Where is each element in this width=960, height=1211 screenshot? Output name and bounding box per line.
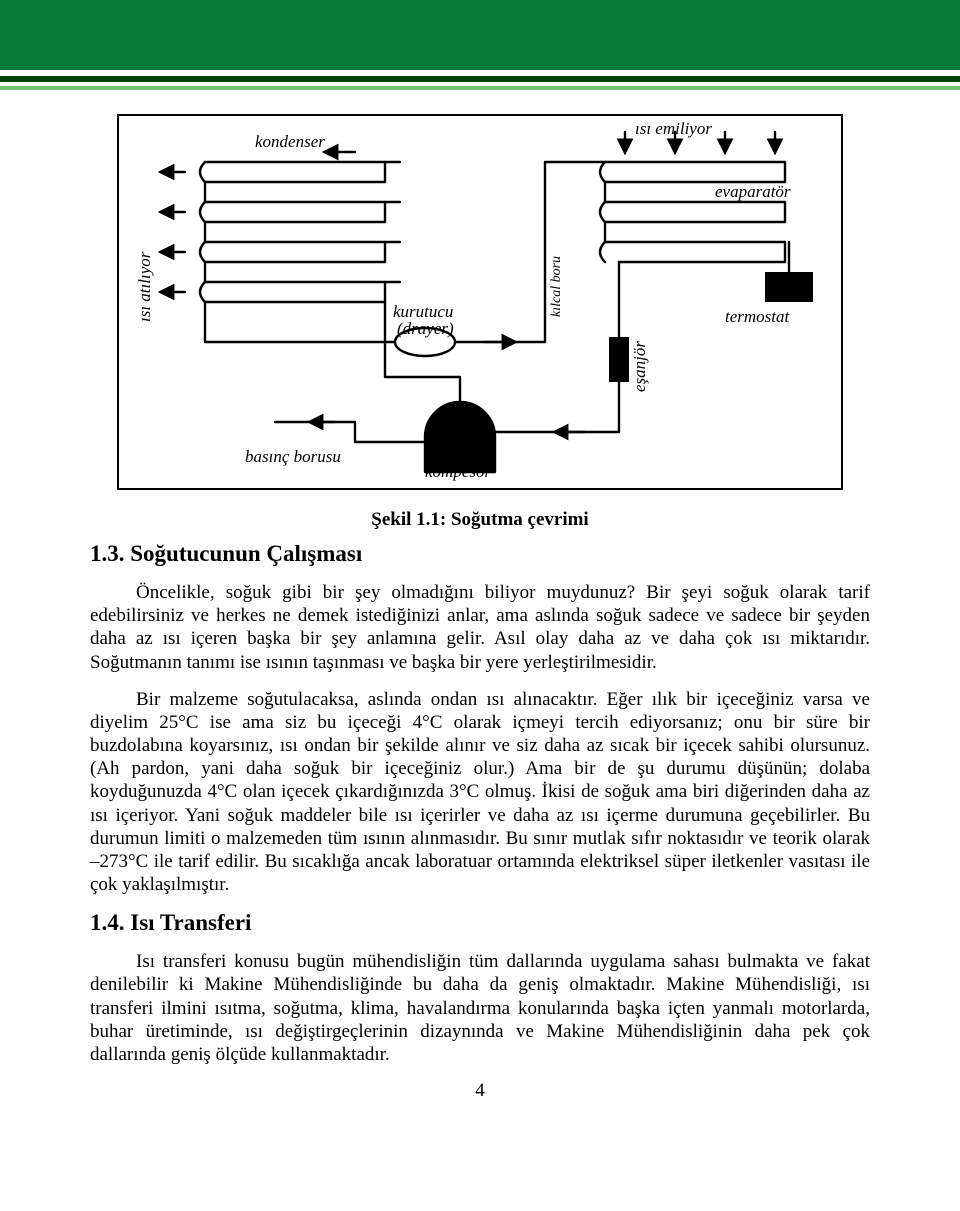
figure-caption: Şekil 1.1: Soğutma çevrimi: [90, 509, 870, 531]
figure-container: kondenser ısı atılıyor ısı emiliyor evap…: [90, 114, 870, 495]
page-number: 4: [90, 1080, 870, 1102]
label-isi-emiliyor: ısı emiliyor: [635, 122, 712, 138]
label-kilcal-boru: kılcal boru: [549, 256, 564, 317]
label-termostat: termostat: [725, 307, 791, 326]
label-kondenser: kondenser: [255, 132, 325, 151]
label-esanjor: eşanjör: [630, 341, 649, 392]
page-content: kondenser ısı atılıyor ısı emiliyor evap…: [0, 90, 960, 1132]
section-1-3-para-2: Bir malzeme soğutulacaksa, aslında ondan…: [90, 688, 870, 897]
refrigeration-cycle-diagram: kondenser ısı atılıyor ısı emiliyor evap…: [125, 122, 835, 482]
label-isi-atiliyor: ısı atılıyor: [135, 251, 154, 322]
header-rule-dark: [0, 76, 960, 82]
label-kompresor: kompesör: [425, 462, 491, 481]
label-drayer: (drayer): [397, 319, 454, 338]
label-evaparator: evaparatör: [715, 182, 791, 201]
header-bar: [0, 0, 960, 70]
section-1-4-heading: 1.4. Isı Transferi: [90, 910, 870, 936]
section-1-3-para-1: Öncelikle, soğuk gibi bir şey olmadığını…: [90, 581, 870, 674]
section-1-3-heading: 1.3. Soğutucunun Çalışması: [90, 541, 870, 567]
section-1-4-para-1: Isı transferi konusu bugün mühendisliğin…: [90, 950, 870, 1066]
label-basinc-borusu: basınç borusu: [245, 447, 341, 466]
figure-box: kondenser ısı atılıyor ısı emiliyor evap…: [117, 114, 843, 490]
